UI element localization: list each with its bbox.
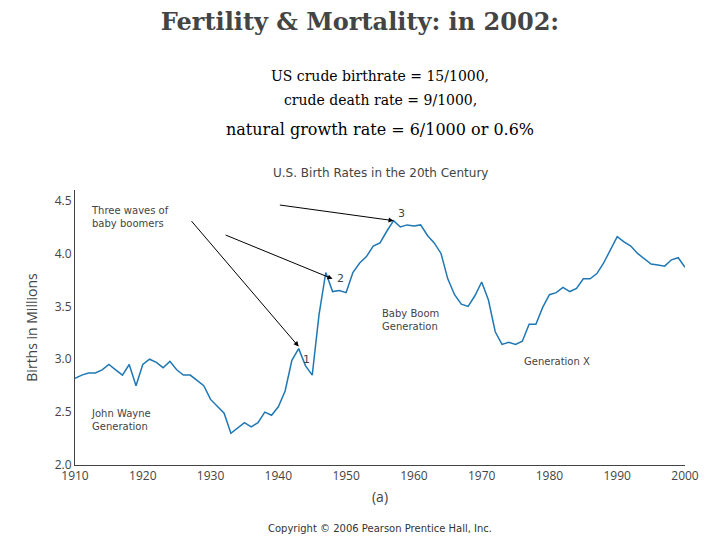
svg-text:1970: 1970 [468,467,496,484]
svg-text:1920: 1920 [129,467,157,484]
svg-text:natural growth rate = 6/1000 o: natural growth rate = 6/1000 or 0.6% [226,120,534,139]
svg-text:Births in Millions: Births in Millions [22,273,41,382]
svg-text:1990: 1990 [603,467,631,484]
svg-text:1980: 1980 [536,467,564,484]
svg-text:3.0: 3.0 [55,350,72,367]
svg-text:2.0: 2.0 [55,456,72,473]
svg-text:1960: 1960 [400,467,428,484]
svg-text:crude death rate = 9/1000,: crude death rate = 9/1000, [284,92,477,108]
svg-text:2.5: 2.5 [55,403,72,420]
svg-text:Generation X: Generation X [524,356,590,367]
svg-text:3.5: 3.5 [55,298,72,315]
svg-text:Fertility & Mortality: in 2002: Fertility & Mortality: in 2002: [161,7,559,36]
svg-text:1950: 1950 [332,467,360,484]
svg-text:Copyright © 2006 Pearson Prent: Copyright © 2006 Pearson Prentice Hall, … [268,523,492,534]
svg-text:Baby BoomGeneration: Baby BoomGeneration [382,308,439,332]
svg-text:U.S. Birth Rates in the 20th C: U.S. Birth Rates in the 20th Century [273,166,488,180]
svg-text:1910: 1910 [61,467,89,484]
svg-text:Three waves ofbaby boomers: Three waves ofbaby boomers [91,205,169,229]
svg-text:1: 1 [303,353,310,366]
svg-text:1940: 1940 [265,467,293,484]
svg-text:4.0: 4.0 [55,245,72,262]
svg-text:3: 3 [398,207,405,220]
svg-text:US crude birthrate = 15/1000,: US crude birthrate = 15/1000, [271,68,489,84]
svg-text:John WayneGeneration: John WayneGeneration [91,408,151,432]
svg-text:1930: 1930 [197,467,225,484]
svg-text:2000: 2000 [671,467,699,484]
svg-text:(a): (a) [372,487,388,506]
svg-text:4.5: 4.5 [55,192,72,209]
svg-text:2: 2 [337,272,344,285]
